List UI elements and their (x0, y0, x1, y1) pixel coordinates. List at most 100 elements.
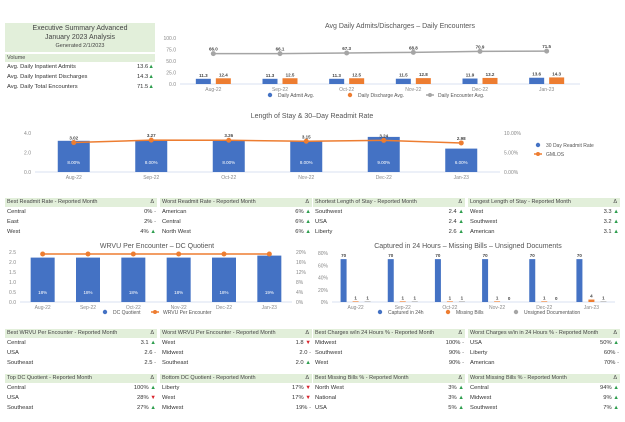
bar (257, 255, 282, 302)
region-name: West (470, 209, 484, 215)
x-tick-label: Aug-22 (66, 175, 82, 181)
legend-label: Daily Discharge Avg. (358, 93, 404, 99)
bar-label: 1 (366, 295, 369, 300)
region-value: 2.5 - (144, 358, 157, 368)
point-label: 68.8 (409, 45, 418, 50)
chart-title: Avg Daily Admits/Discharges – Daily Enco… (325, 23, 476, 30)
region-value: 2.4 ▲ (449, 207, 465, 217)
region-value: 0% - (144, 207, 157, 217)
bar-label: 4 (590, 294, 593, 299)
x-tick-label: Sep-22 (395, 305, 411, 311)
bar (352, 301, 359, 302)
table-row: Midwest 9% ▲ (468, 393, 620, 403)
trend-up-icon: ▲ (456, 405, 464, 411)
table-row: Midwest 19% - (160, 403, 312, 413)
table-row: Southeast 27% ▲ (5, 403, 157, 413)
region-name: North West (315, 385, 344, 391)
bar (262, 78, 278, 84)
los-readmit-chart: Length of Stay & 30–Day Readmit Rate 0.0 2… (0, 110, 625, 190)
bar-label: 11.3 (332, 73, 341, 78)
line-point (130, 251, 136, 257)
value-number: 2.4 (448, 209, 457, 215)
point-label: 66.0 (209, 47, 218, 52)
region-name: Southwest (315, 209, 343, 215)
bar (195, 78, 211, 84)
point-label: 66.1 (276, 47, 285, 52)
delta-header: Δ (305, 330, 309, 336)
region-name: Southwest (315, 350, 343, 356)
region-value: 19% - (296, 403, 312, 413)
table-title: Worst Readmit Rate - Reported Month (162, 199, 256, 205)
region-value: 2.0 ▲ (296, 358, 312, 368)
trend-up-icon: ▲ (456, 209, 464, 215)
y2-tick-label: 20% (296, 250, 307, 256)
bar (349, 78, 365, 84)
table-row: National 3% ▲ (313, 393, 465, 403)
trend-up-icon: ▲ (303, 209, 311, 215)
y2-tick-label: 4% (296, 290, 304, 296)
y-tick-label: 0.0 (9, 300, 16, 306)
metric-label: Avg. Daily Inpatient Discharges (7, 74, 88, 80)
table-row: Liberty 17% ▼ (160, 383, 312, 393)
y2-tick-label: 12% (296, 270, 307, 276)
table-row: East 2% - (5, 217, 157, 227)
table-row: Central 94% ▲ (468, 383, 620, 393)
ranking-table: Longest Length of Stay - Reported Month Δ… (468, 198, 620, 237)
bar (57, 140, 90, 172)
bar (576, 259, 583, 302)
bar-label: 8.00% (67, 160, 80, 165)
region-name: East (7, 219, 19, 225)
y-tick-label: 1.0 (9, 280, 16, 286)
y2-tick-label: 0% (296, 300, 304, 306)
bar (340, 259, 347, 302)
value-number: 94% (600, 385, 612, 391)
chart-svg: WRVU Per Encounter – DC Quotient 0.0 0.5 1.… (9, 243, 307, 316)
bar (446, 301, 453, 302)
trend-up-icon: ▲ (303, 360, 311, 366)
x-tick-label: Sep-22 (80, 305, 96, 311)
table-title: Longest Length of Stay - Reported Month (470, 199, 571, 205)
bar-label: 0 (555, 296, 558, 301)
bar (462, 78, 478, 84)
table-row: Central 100% ▲ (5, 383, 157, 393)
bar-label: 13.2 (486, 72, 495, 77)
ranking-table: Best WRVU Per Encounter - Reported Month… (5, 329, 157, 368)
metric-label: Avg. Daily Total Encounters (7, 84, 78, 90)
bar (549, 77, 565, 84)
chart-svg: Captured in 24 Hours – Missing Bills – U… (318, 243, 615, 316)
y-tick-label: 40% (318, 276, 329, 282)
value-number: 27% (137, 405, 149, 411)
y-tick-label: 2.0 (24, 151, 31, 157)
table-header: Worst Readmit Rate - Reported Month Δ (160, 198, 312, 207)
region-value: 6% ▲ (295, 207, 312, 217)
table-row: USA 28% ▼ (5, 393, 157, 403)
bar (387, 259, 394, 302)
region-name: Southeast (162, 360, 189, 366)
region-name: American (162, 209, 187, 215)
trend-down-icon: ▼ (148, 395, 156, 401)
y-tick-label: 75.0 (166, 48, 176, 54)
bar (282, 78, 298, 84)
line-point (544, 48, 550, 54)
ranking-table: Worst Readmit Rate - Reported Month Δ Amer… (160, 198, 312, 237)
region-value: 60% - (604, 348, 620, 358)
generated-date: Generated 2/1/2023 (55, 43, 105, 49)
bar (411, 301, 418, 302)
table-title: Bottom DC Quotient - Reported Month (162, 375, 256, 381)
y-tick-label: 0.0 (24, 170, 31, 176)
y-tick-label: 1.5 (9, 270, 16, 276)
region-value: 9% ▲ (603, 393, 620, 403)
table-header: Top DC Quotient - Reported Month Δ (5, 374, 157, 383)
region-name: Central (470, 385, 489, 391)
value-number: 2.6 (448, 229, 457, 235)
region-name: West (162, 340, 176, 346)
region-name: Southwest (470, 405, 498, 411)
value-number: 50% (600, 340, 612, 346)
value-number: 4% (140, 229, 149, 235)
region-value: 3% ▲ (448, 383, 465, 393)
trend-up-icon: ▲ (148, 340, 156, 346)
delta-header: Δ (150, 375, 154, 381)
value-number: 100% (445, 340, 461, 346)
bar (76, 257, 100, 302)
trend-up-icon: ▲ (148, 385, 156, 391)
